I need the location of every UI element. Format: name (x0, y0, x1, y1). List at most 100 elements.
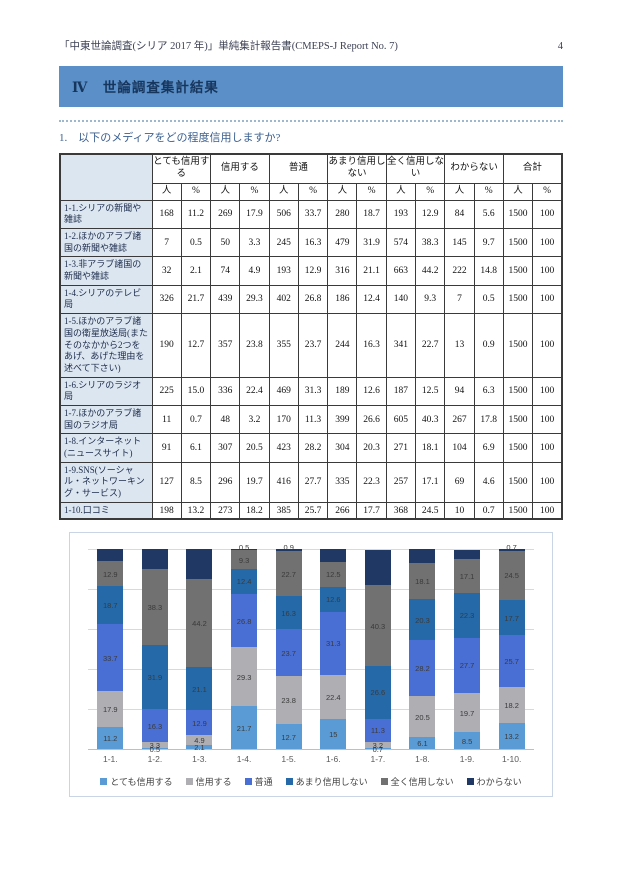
bar-segment (364, 748, 391, 750)
table-cell: 280 (327, 199, 358, 230)
table-cell: 22.7 (415, 313, 446, 378)
table-cell: 8.5 (180, 461, 212, 503)
table-cell: 13 (444, 313, 475, 378)
table-cell: 12.9 (415, 199, 446, 230)
bar-segment-label: 9.3 (238, 555, 250, 565)
table-cell: 193 (385, 199, 417, 230)
x-axis-label: 1-1. (102, 754, 118, 765)
table-cell: 0.5 (180, 227, 212, 258)
bar-segment-label: 12.9 (192, 718, 207, 728)
bar-segment (231, 549, 258, 551)
bar-segment (498, 686, 525, 724)
table-cell: 145 (444, 227, 475, 258)
table-cell: 605 (385, 404, 417, 435)
bar-segment-label: 44.2 (192, 619, 207, 629)
table-cell: 16.3 (297, 227, 329, 258)
bar-segment (141, 549, 168, 569)
bar-segment-label: 40.3 (370, 621, 386, 631)
table-group-header: わからない (444, 153, 504, 184)
table-unit-header: % (180, 182, 212, 201)
table-group-header: 全く信用しない (385, 153, 446, 184)
chart-legend: とても信用する 信用する 普通 あまり信用しない 全く信用しない わからない (82, 775, 540, 788)
bar-segment-label: 17.9 (102, 705, 118, 715)
table-cell: 355 (268, 313, 299, 378)
bar-segment-label: 31.3 (325, 639, 341, 649)
table-cell: 12.4 (356, 284, 387, 315)
table-cell: 1500 (502, 433, 534, 463)
table-cell: 198 (151, 501, 182, 520)
bar-segment (320, 612, 347, 675)
table-cell: 18.1 (415, 433, 446, 463)
table-row: 1-9.SNS(ソーシャル・ネットワーキング・サービス) 127 8.5 296 19.… (59, 461, 563, 503)
table-cell: 1500 (502, 501, 534, 520)
bar-segment (409, 696, 436, 738)
table-cell: 271 (385, 433, 417, 463)
bar-segment (364, 665, 391, 720)
table-cell: 48 (210, 404, 241, 435)
bar-segment (141, 748, 168, 750)
bar-segment (186, 709, 213, 736)
table-unit-header: % (532, 182, 563, 201)
table-cell: 100 (532, 501, 563, 520)
table-cell: 11 (151, 404, 182, 435)
legend-swatch-icon (100, 778, 108, 786)
table-row-label: 1-7.ほかのアラブ諸国のラジオ局 (59, 404, 153, 435)
bar-segment (409, 563, 436, 600)
table-cell: 100 (532, 404, 563, 435)
table-unit-header: % (356, 182, 387, 201)
table-cell: 469 (268, 376, 299, 406)
table-row-label: 1-4.シリアのテレビ局 (59, 284, 153, 315)
table-cell: 21.1 (356, 256, 387, 286)
table-cell: 23.7 (297, 313, 329, 378)
bar-segment (320, 561, 347, 587)
bar-segment (231, 593, 258, 648)
x-axis-label: 1-6. (325, 754, 341, 765)
bar-column: 13.2 18.2 25.7 17.7 24.5 0.7 (489, 544, 534, 750)
bar-column: 15 22.4 31.3 12.6 12.5 (311, 549, 356, 750)
table-group-header: 普通 (268, 153, 329, 184)
document-header: 「中東世論調査(シリア 2017 年)」単純集計報告書(CMEPS-J Repo… (59, 38, 563, 53)
table-cell: 9.3 (415, 284, 446, 315)
x-axis-label: 1-9. (459, 754, 475, 765)
table-unit-header: % (415, 182, 446, 201)
table-cell: 33.7 (297, 199, 329, 230)
table-cell: 7 (151, 227, 182, 258)
legend-item: わからない (466, 775, 522, 788)
table-cell: 479 (327, 227, 358, 258)
bar-segment (454, 549, 481, 559)
table-cell: 326 (151, 284, 182, 315)
bar-segment (498, 549, 525, 551)
table-cell: 16.3 (356, 313, 387, 378)
table-cell: 244 (327, 313, 358, 378)
legend-swatch-icon (380, 778, 388, 786)
table-group-header: 合計 (502, 153, 563, 184)
bar-segment-label: 18.7 (102, 601, 118, 611)
bar-segment (409, 639, 436, 697)
table-cell: 100 (532, 376, 563, 406)
table-cell: 17.1 (415, 461, 446, 503)
table-cell: 50 (210, 227, 241, 258)
bar-segment (498, 723, 525, 750)
table-cell: 12.9 (297, 256, 329, 286)
table-row-label: 1-10.口コミ (59, 501, 153, 520)
table-cell: 1500 (502, 404, 534, 435)
table-cell: 269 (210, 199, 241, 230)
table-cell: 26.6 (356, 404, 387, 435)
bar-segment-label: 24.5 (504, 571, 519, 581)
table-unit-header: 人 (327, 182, 358, 201)
table-cell: 316 (327, 256, 358, 286)
table-cell: 2.1 (180, 256, 212, 286)
bar-segment (186, 745, 213, 750)
table-cell: 0.5 (473, 284, 504, 315)
legend-swatch-icon (466, 778, 474, 786)
table-cell: 189 (327, 376, 358, 406)
table-cell: 18.7 (356, 199, 387, 230)
bar-segment-label: 18.2 (504, 700, 519, 710)
bar-segment (454, 693, 481, 733)
bar-segment-label: 12.4 (236, 577, 252, 587)
table-cell: 15.0 (180, 376, 212, 406)
table-cell: 100 (532, 284, 563, 315)
table-unit-header: 人 (385, 182, 417, 201)
table-cell: 190 (151, 313, 182, 378)
